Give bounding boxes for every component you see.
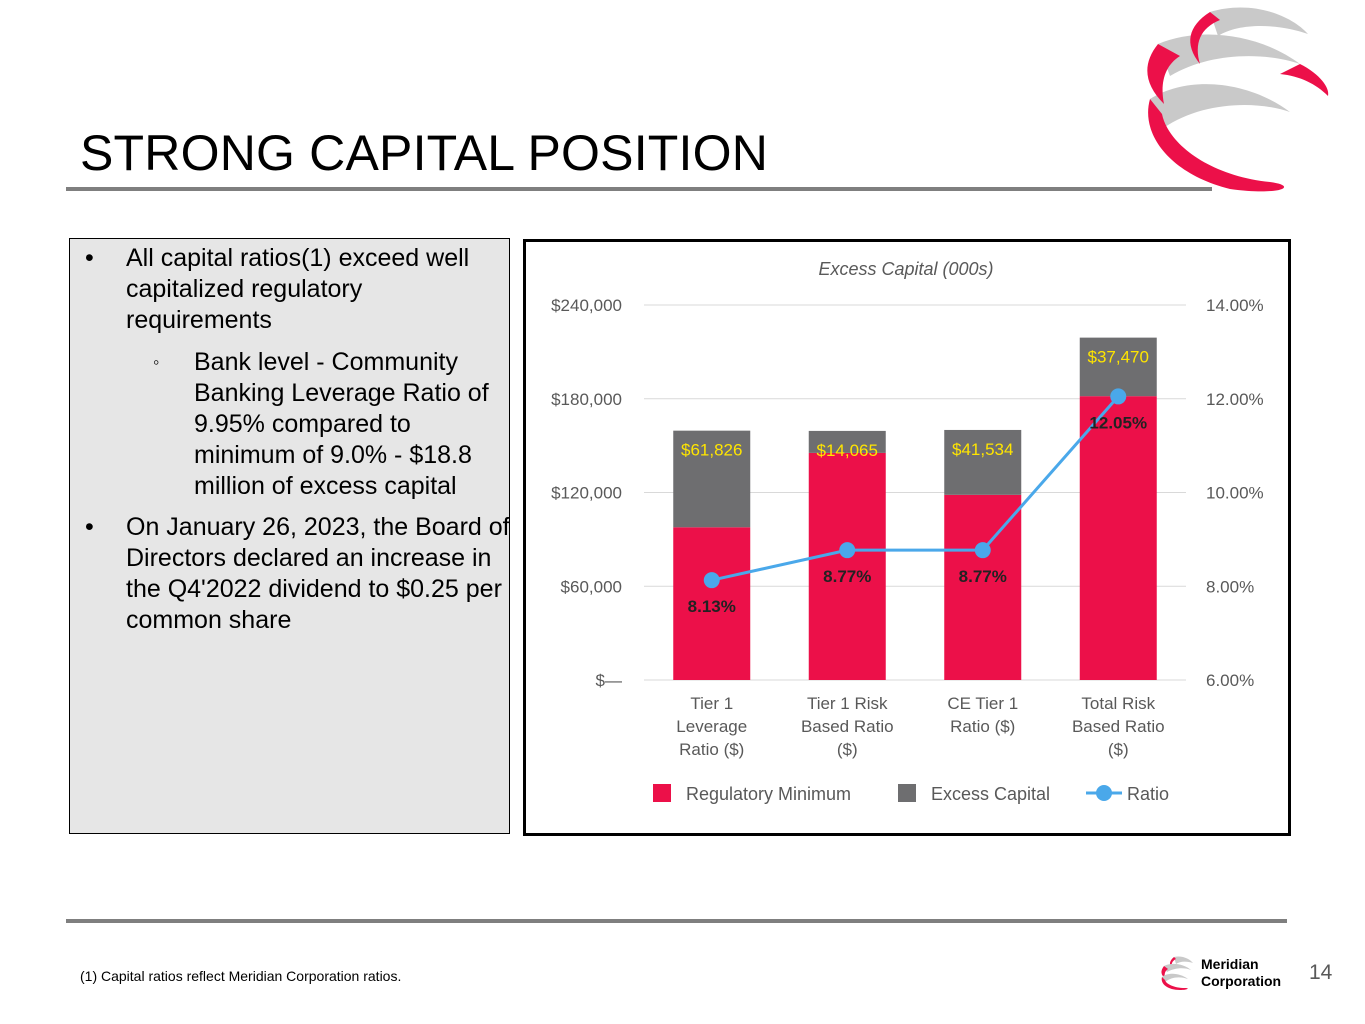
left-axis-tick-label: $240,000 — [551, 296, 622, 315]
category-label: Tier 1 Risk — [807, 694, 888, 713]
bullet-text: Bank level - Community Banking Leverage … — [194, 348, 489, 500]
ratio-label: 8.77% — [823, 567, 871, 586]
company-name-line1: Meridian — [1201, 956, 1259, 972]
sub-bullet-marker: ◦ — [153, 352, 160, 372]
excess-capital-label: $61,826 — [681, 441, 742, 460]
bullet-marker: • — [85, 244, 94, 272]
bullet-marker: • — [85, 513, 94, 541]
left-axis-tick-label: $— — [596, 671, 622, 690]
category-label: Ratio ($) — [950, 717, 1015, 736]
regulatory-minimum-bar — [808, 452, 886, 680]
excess-capital-bar — [1079, 337, 1157, 397]
ratio-point — [1110, 388, 1127, 405]
ratio-point — [703, 572, 720, 589]
footer-divider — [66, 919, 1287, 923]
regulatory-minimum-bar — [1079, 396, 1157, 680]
left-axis-tick-label: $60,000 — [561, 577, 622, 596]
page-title: STRONG CAPITAL POSITION — [80, 125, 769, 181]
right-axis-tick-label: 12.00% — [1206, 390, 1264, 409]
chart-canvas: Excess Capital (000s) $— $60,000 $120,000 $1… — [551, 259, 1264, 804]
regulatory-minimum-bar — [673, 527, 751, 680]
excess-capital-label: $37,470 — [1088, 348, 1149, 367]
legend-label-regulatory-minimum: Regulatory Minimum — [686, 784, 851, 804]
category-label: Tier 1 — [690, 694, 733, 713]
right-axis-tick-label: 10.00% — [1206, 484, 1264, 503]
excess-capital-bar — [944, 429, 1022, 495]
ratio-label: 8.13% — [688, 597, 736, 616]
excess-capital-chart: Excess Capital (000s) $— $60,000 $120,000 $1… — [523, 239, 1291, 836]
category-label: ($) — [837, 740, 858, 759]
category-label: Based Ratio — [801, 717, 894, 736]
excess-capital-bar — [808, 430, 886, 453]
excess-capital-bar — [673, 430, 751, 528]
meridian-small-logo-icon — [1161, 956, 1193, 990]
excess-capital-label: $41,534 — [952, 440, 1013, 459]
legend-swatch-ratio-point — [1096, 785, 1112, 801]
title-divider — [66, 187, 1212, 191]
ratio-label: 12.05% — [1089, 413, 1147, 432]
ratio-point — [974, 542, 991, 559]
left-axis-tick-label: $180,000 — [551, 390, 622, 409]
meridian-logo-icon — [1147, 7, 1329, 192]
category-label: Ratio ($) — [679, 740, 744, 759]
right-axis-tick-label: 14.00% — [1206, 296, 1264, 315]
left-axis-tick-label: $120,000 — [551, 484, 622, 503]
summary-panel: • All capital ratios(1) exceed well capi… — [69, 238, 510, 834]
regulatory-minimum-bar — [944, 494, 1022, 680]
legend-swatch-regulatory-minimum — [653, 784, 671, 802]
ratio-line — [711, 395, 1120, 582]
company-name-line2: Corporation — [1201, 973, 1282, 989]
ratio-point — [839, 542, 856, 559]
excess-capital-label: $14,065 — [817, 441, 878, 460]
chart-title: Excess Capital (000s) — [818, 259, 993, 279]
ratio-label: 8.77% — [959, 567, 1007, 586]
category-label: Leverage — [676, 717, 747, 736]
company-name: Meridian Corporation — [1201, 956, 1281, 990]
category-label: Based Ratio — [1072, 717, 1165, 736]
bullet-text: On January 26, 2023, the Board of Direct… — [126, 513, 510, 634]
page-number: 14 — [1309, 961, 1333, 984]
legend-swatch-excess-capital — [898, 784, 916, 802]
legend-label-excess-capital: Excess Capital — [931, 784, 1050, 804]
category-label: Total Risk — [1081, 694, 1155, 713]
footnote: (1) Capital ratios reflect Meridian Corp… — [80, 968, 402, 984]
category-label: ($) — [1108, 740, 1129, 759]
category-label: CE Tier 1 — [947, 694, 1018, 713]
bullet-text: All capital ratios(1) exceed well capita… — [126, 244, 470, 334]
right-axis-tick-label: 6.00% — [1206, 671, 1254, 690]
right-axis-tick-label: 8.00% — [1206, 577, 1254, 596]
legend-label-ratio: Ratio — [1127, 784, 1169, 804]
